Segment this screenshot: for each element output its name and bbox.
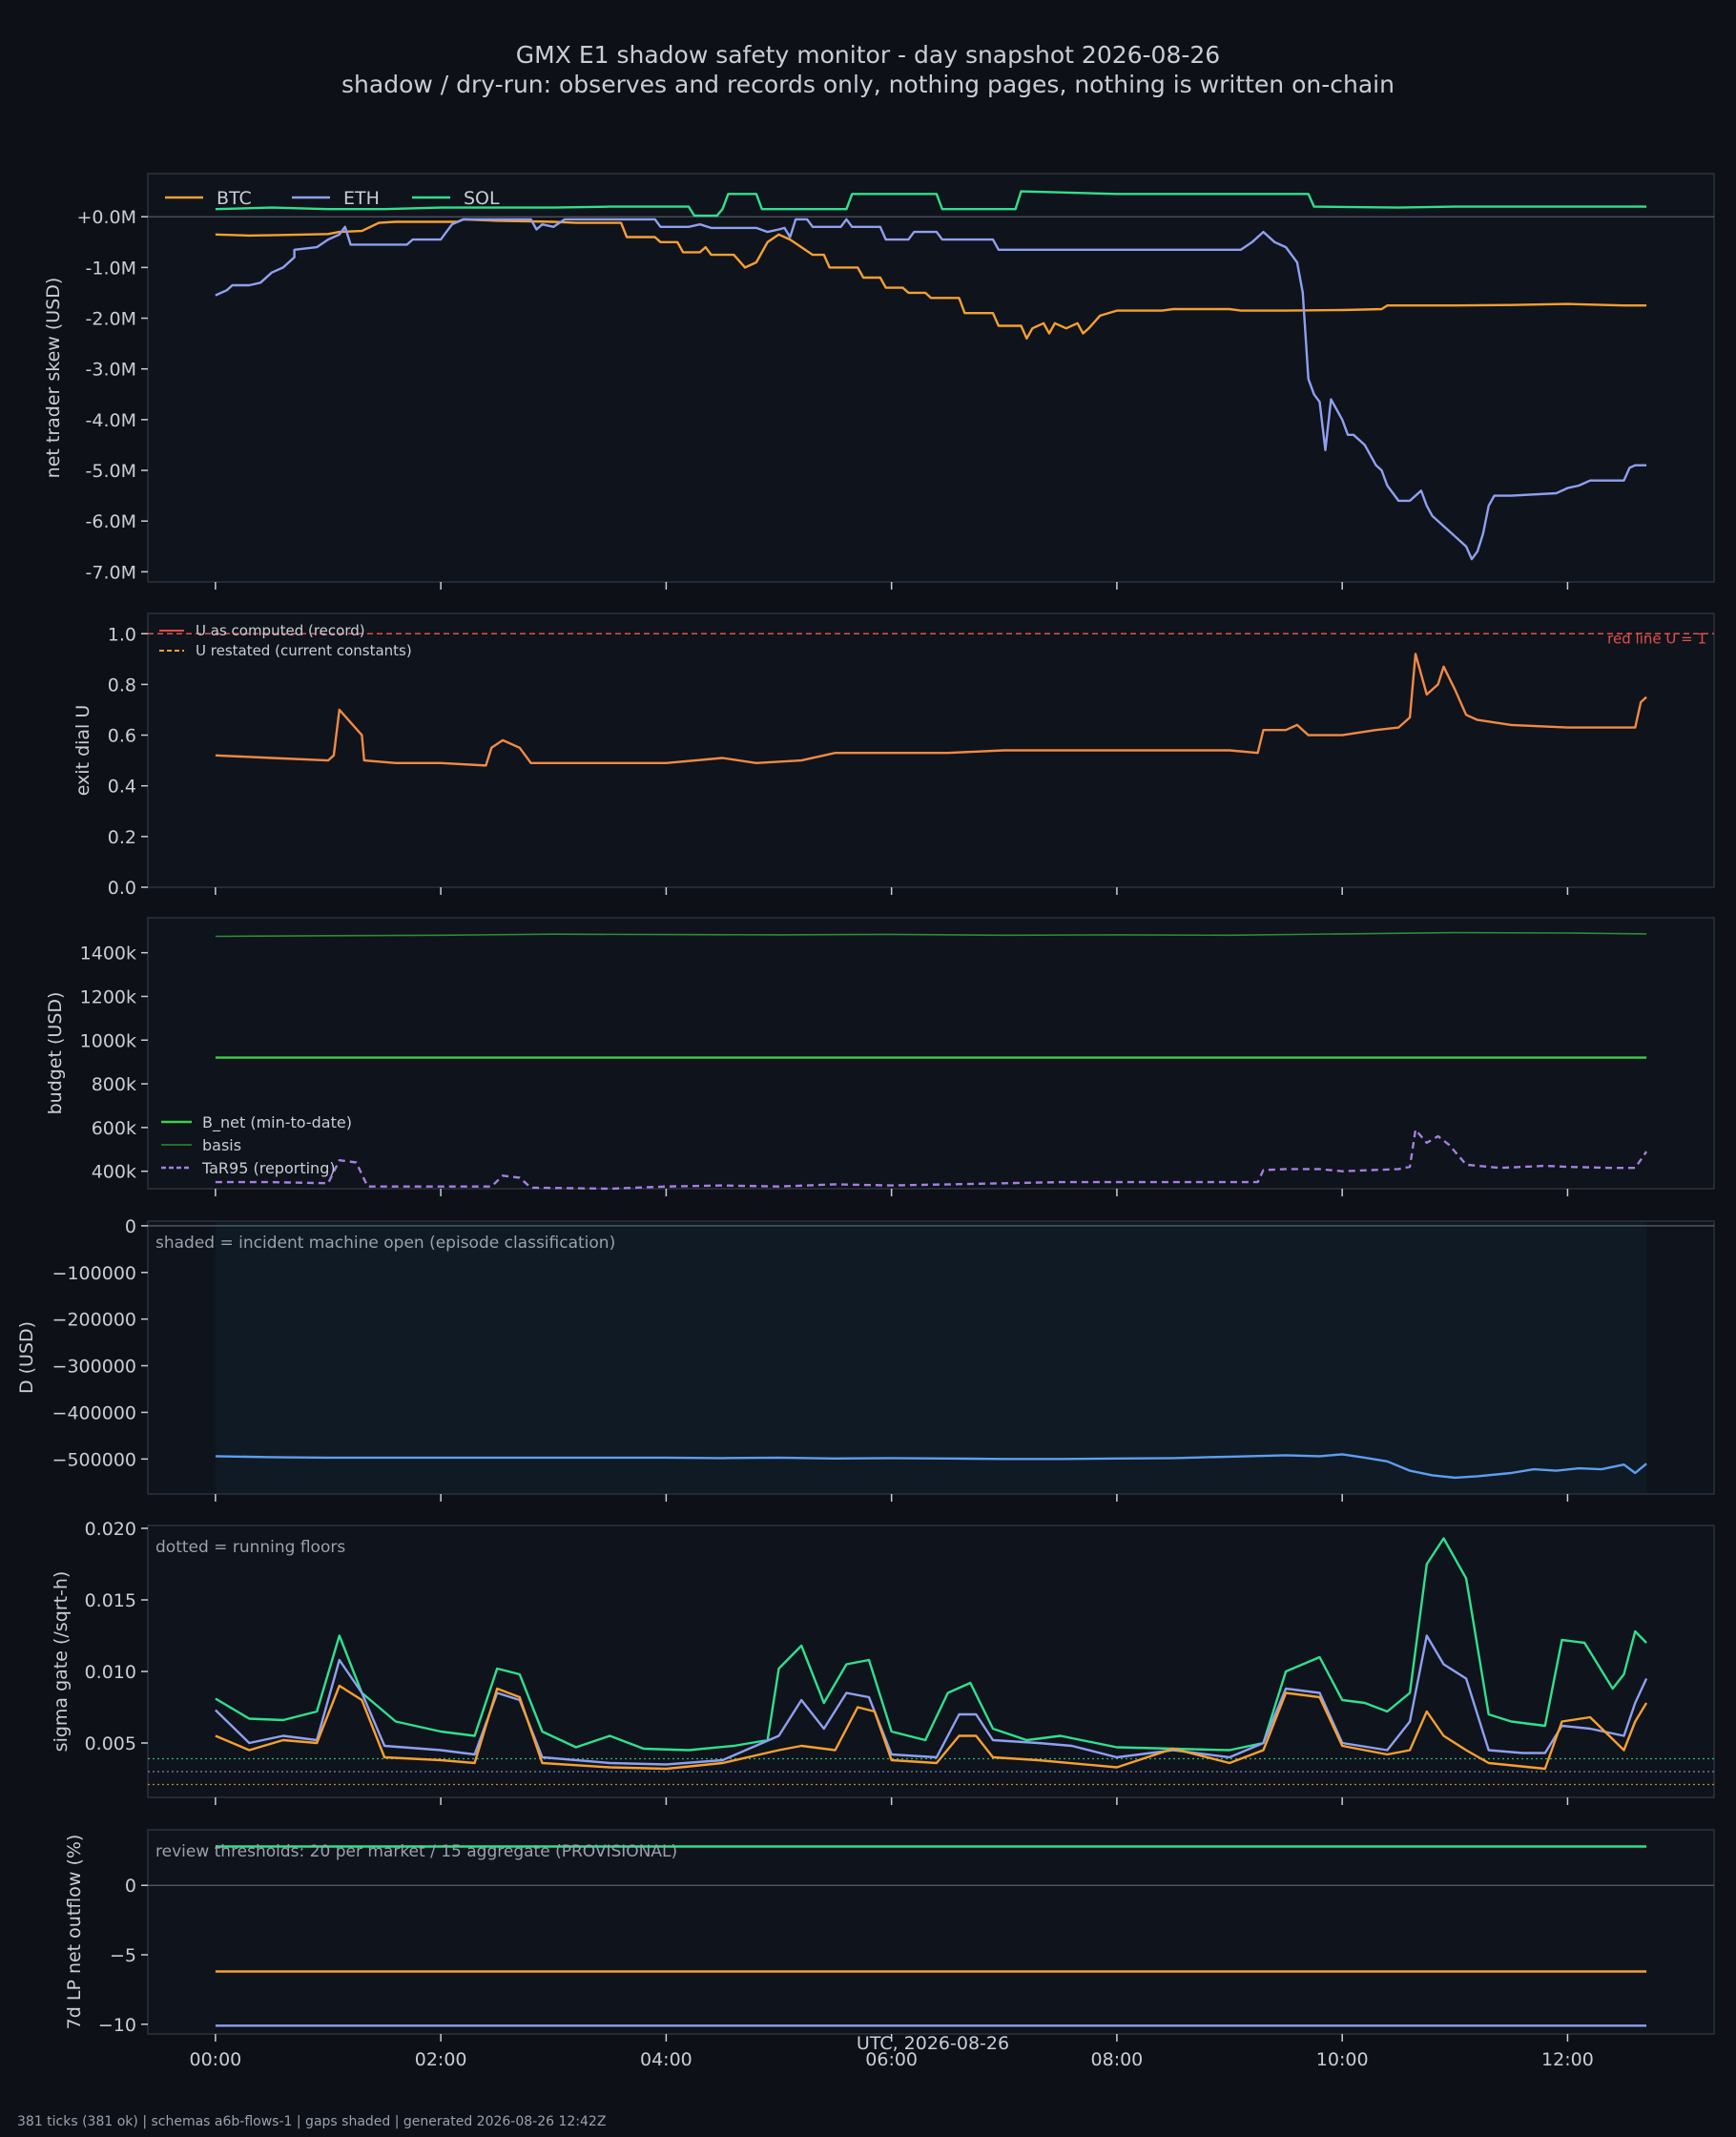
- y-tick-label-exit_dial: 0.0: [108, 878, 136, 899]
- y-tick-label-skew: +0.0M: [76, 207, 136, 228]
- series-line-sigma_gate-eth: [215, 1634, 1648, 1766]
- y-tick-label-lp_outflow: 0: [125, 1876, 136, 1897]
- y-tick-label-budget: 1400k: [80, 944, 136, 965]
- y-tick-label-d: −200000: [52, 1310, 136, 1331]
- series-line-skew-sol: [215, 190, 1647, 218]
- panel-d: 0 −100000 −200000 −300000 −400000 −500000 D (U…: [16, 1216, 1715, 1502]
- chart-panels: +0.0M -1.0M -2.0M -3.0M -4.0M -5.0M -6.0M -7.0M…: [16, 173, 1715, 2070]
- series-line-exit_dial-u-as-computed-record-: [215, 653, 1647, 767]
- y-tick-label-lp_outflow: −10: [98, 2015, 136, 2036]
- plot-area-sigma_gate: [147, 1525, 1715, 1798]
- plot-area-skew: [147, 173, 1715, 583]
- y-axis-label-d: D (USD): [16, 1321, 37, 1394]
- y-tick-label-budget: 1200k: [80, 986, 136, 1007]
- panel-lp_outflow: 0 −5 −10 00:00 02:00 04:00 06:00 08:00 10:00 12:0…: [64, 1829, 1715, 2070]
- panel-note-sigma_gate: dotted = running floors: [155, 1538, 345, 1557]
- y-tick-label-sigma_gate: 0.020: [85, 1519, 136, 1540]
- y-tick-label-skew: -2.0M: [86, 309, 136, 330]
- y-tick-label-exit_dial: 0.2: [108, 827, 136, 848]
- panel-sigma_gate: 0.005 0.010 0.015 0.020 sigma gate (/sqrt-h)…: [51, 1519, 1715, 1805]
- legend-label-eth: ETH: [343, 188, 380, 209]
- y-tick-label-skew: -7.0M: [86, 562, 136, 583]
- legend-label-budget: B_net (min-to-date): [202, 1113, 352, 1132]
- y-tick-label-skew: -3.0M: [86, 360, 136, 381]
- incident-shade: [215, 1222, 1647, 1493]
- series-line-d-d: [215, 1453, 1647, 1480]
- y-axis-label-exit_dial: exit dial U: [72, 705, 93, 797]
- panel-note-d: shaded = incident machine open (episode …: [155, 1234, 615, 1253]
- x-tick-label: 04:00: [640, 2049, 692, 2070]
- y-tick-label-skew: -4.0M: [86, 410, 136, 431]
- y-tick-label-exit_dial: 0.6: [108, 726, 136, 747]
- y-axis-label-budget: budget (USD): [45, 992, 66, 1115]
- legend-label-budget: basis: [202, 1136, 241, 1154]
- panel-skew: +0.0M -1.0M -2.0M -3.0M -4.0M -5.0M -6.0M -7.0M…: [43, 173, 1715, 590]
- series-line-budget-basis: [215, 931, 1647, 938]
- y-tick-label-budget: 800k: [92, 1074, 136, 1095]
- y-tick-label-lp_outflow: −5: [110, 1945, 136, 1966]
- legend-label-exit-dial: U restated (current constants): [196, 642, 412, 659]
- series-line-sigma_gate-sol: [215, 1537, 1647, 1752]
- y-tick-label-skew: -1.0M: [86, 258, 136, 279]
- legend-label-budget: TaR95 (reporting): [201, 1159, 336, 1177]
- x-tick-label: 02:00: [415, 2049, 467, 2070]
- x-tick-label: 12:00: [1541, 2049, 1594, 2070]
- y-tick-label-sigma_gate: 0.005: [85, 1733, 136, 1754]
- y-tick-label-d: −100000: [52, 1263, 136, 1284]
- y-tick-label-budget: 400k: [92, 1162, 136, 1183]
- panel-exit_dial: 0.0 0.2 0.4 0.6 0.8 1.0 exit dial U red line U …: [72, 612, 1715, 899]
- y-tick-label-d: −300000: [52, 1357, 136, 1378]
- figure-subtitle: shadow / dry-run: observes and records o…: [341, 71, 1395, 98]
- figure-title: GMX E1 shadow safety monitor - day snaps…: [516, 41, 1220, 69]
- series-line-skew-btc: [215, 218, 1647, 340]
- x-tick-label: 10:00: [1316, 2049, 1369, 2070]
- legend-label-exit-dial: U as computed (record): [196, 622, 365, 639]
- y-tick-label-d: −500000: [52, 1449, 136, 1470]
- x-axis-label: UTC, 2026-08-26: [857, 2033, 1009, 2054]
- y-tick-label-sigma_gate: 0.015: [85, 1590, 136, 1611]
- legend-label-sol: SOL: [464, 188, 500, 209]
- red-line-label: red line U = 1: [1607, 630, 1706, 647]
- x-tick-label: 06:00: [865, 2049, 918, 2070]
- panel-note-lp_outflow: review thresholds: 20 per market / 15 ag…: [155, 1842, 677, 1861]
- y-tick-label-d: −400000: [52, 1402, 136, 1423]
- y-tick-label-budget: 1000k: [80, 1030, 136, 1051]
- x-tick-label: 00:00: [189, 2049, 241, 2070]
- legend-label-btc: BTC: [217, 188, 252, 209]
- y-tick-label-skew: -6.0M: [86, 511, 136, 532]
- y-tick-label-exit_dial: 0.8: [108, 674, 136, 695]
- y-tick-label-exit_dial: 0.4: [108, 777, 136, 798]
- series-line-skew-eth: [215, 218, 1647, 561]
- y-tick-label-d: 0: [125, 1216, 136, 1237]
- plot-area-budget: [147, 917, 1715, 1190]
- panel-budget: 400k 600k 800k 1000k 1200k 1400k budget (USD) B…: [45, 917, 1715, 1196]
- plot-area-lp_outflow: [147, 1829, 1715, 2035]
- y-tick-label-sigma_gate: 0.010: [85, 1662, 136, 1683]
- y-axis-label-skew: net trader skew (USD): [43, 278, 64, 479]
- y-axis-label-sigma_gate: sigma gate (/sqrt-h): [51, 1571, 72, 1753]
- y-tick-label-budget: 600k: [92, 1118, 136, 1139]
- footer-status: 381 ticks (381 ok) | schemas a6b-flows-1…: [17, 2114, 606, 2129]
- series-line-sigma_gate-btc: [215, 1684, 1648, 1771]
- y-tick-label-exit_dial: 1.0: [108, 624, 136, 645]
- series-line-budget-tar95-reporting-: [215, 1128, 1648, 1191]
- y-axis-label-lp_outflow: 7d LP net outflow (%): [64, 1835, 85, 2030]
- plot-area-exit_dial: [147, 612, 1715, 888]
- y-tick-label-skew: -5.0M: [86, 461, 136, 482]
- x-tick-label: 08:00: [1091, 2049, 1144, 2070]
